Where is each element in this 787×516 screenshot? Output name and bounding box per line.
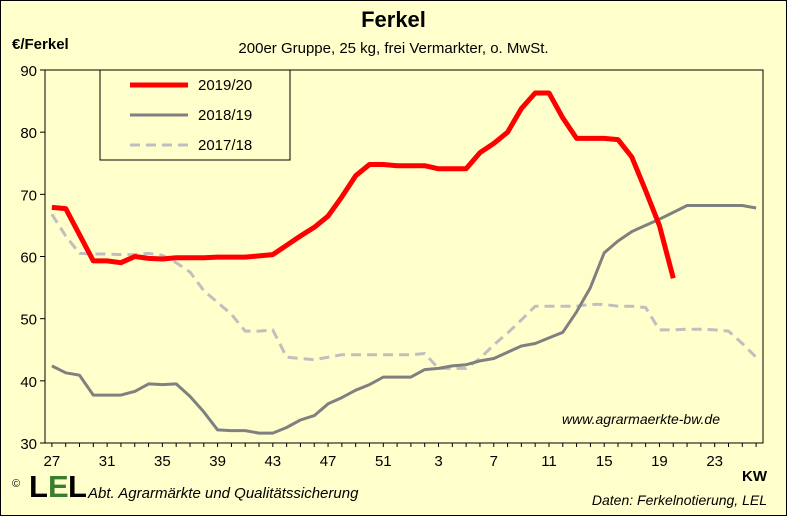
- legend-label: 2017/18: [198, 137, 252, 154]
- website-label: www.agrarmaerkte-bw.de: [562, 411, 720, 427]
- lel-logo: L E L: [28, 469, 87, 510]
- legend-box: [99, 69, 291, 161]
- x-tick-label: 23: [706, 453, 723, 470]
- x-tick-label: 35: [154, 453, 171, 470]
- x-tick-label: 27: [44, 453, 61, 470]
- x-tick-label: 51: [375, 453, 392, 470]
- x-tick-label: 31: [99, 453, 116, 470]
- copyright-symbol: ©: [12, 478, 21, 490]
- y-axis-ticks: 30 40 50 60 70 80 90: [20, 63, 45, 453]
- x-axis-ticks: 27 31 35 39 43 47 51 3 7 11 15 19 23: [44, 443, 757, 470]
- svg-text:E: E: [48, 469, 70, 503]
- legend-label: 2019/20: [198, 77, 252, 94]
- x-tick-label: 3: [434, 453, 442, 470]
- x-tick-label: 39: [209, 453, 226, 470]
- logo-mark: L E L: [29, 469, 87, 504]
- legend-label: 2018/19: [198, 107, 252, 124]
- data-source-label: Daten: Ferkelnotierung, LEL: [591, 492, 767, 508]
- y-tick-label: 60: [20, 250, 37, 267]
- svg-text:L: L: [29, 469, 49, 503]
- y-tick-label: 70: [20, 187, 37, 204]
- series-line-2018-19: [51, 204, 757, 435]
- legend: 2019/20 2018/19 2017/18: [99, 69, 291, 161]
- chart-subtitle: 200er Gruppe, 25 kg, frei Vermarkter, o.…: [238, 40, 549, 57]
- x-tick-label: 43: [264, 453, 281, 470]
- y-tick-label: 50: [20, 312, 37, 329]
- y-tick-label: 90: [20, 63, 37, 80]
- x-axis-label: KW: [742, 468, 767, 485]
- x-tick-label: 47: [320, 453, 337, 470]
- y-tick-label: 40: [20, 374, 37, 391]
- organization-label: Abt. Agrarmärkte und Qualitätssicherung: [88, 485, 359, 502]
- x-tick-label: 15: [596, 453, 613, 470]
- chart-title: Ferkel: [361, 7, 426, 32]
- y-tick-label: 30: [20, 436, 37, 453]
- x-tick-label: 11: [541, 453, 557, 470]
- series-lines: [50, 90, 758, 435]
- series-line-2017-18: [50, 213, 758, 370]
- y-axis-label: €/Ferkel: [12, 36, 69, 53]
- x-tick-label: 19: [651, 453, 668, 470]
- svg-text:L: L: [68, 469, 86, 503]
- x-tick-label: 7: [490, 453, 498, 470]
- series-line-2019-20: [51, 90, 676, 279]
- y-tick-label: 80: [20, 125, 37, 142]
